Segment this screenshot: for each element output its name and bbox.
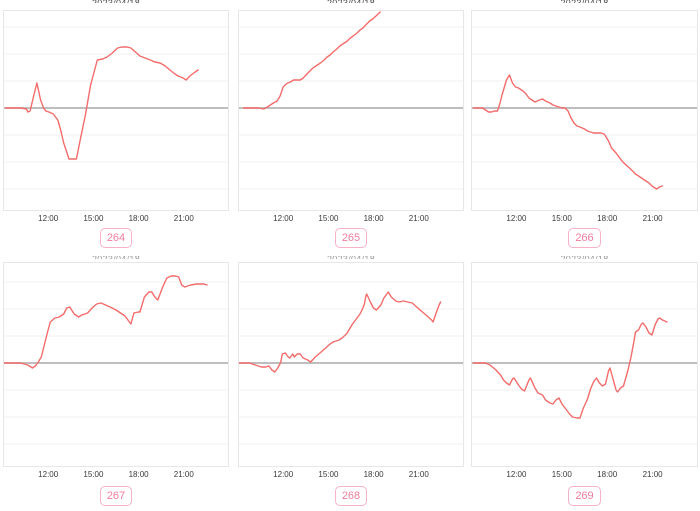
chart-cell-265: 2023/04/18 12:00 15:00 18:00 21:00 265: [238, 0, 464, 255]
chart-title-text: 2023/04/18: [327, 0, 375, 3]
x-axis-ticks: 12:00 15:00 18:00 21:00: [471, 214, 698, 225]
line-chart-svg: [4, 275, 228, 445]
chart-badge-266[interactable]: 266: [568, 228, 601, 248]
x-tick: 15:00: [83, 214, 104, 223]
x-tick: 12:00: [38, 470, 59, 479]
chart-badge-269[interactable]: 269: [568, 486, 601, 506]
line-chart-svg: [239, 11, 463, 190]
badge-row: 269: [471, 486, 698, 506]
chart-badge-265[interactable]: 265: [334, 228, 368, 248]
x-tick: 15:00: [551, 214, 572, 223]
x-tick: 21:00: [642, 470, 663, 479]
chart-title-clipped: 2023/04/18: [238, 256, 464, 259]
badge-row: 268: [238, 486, 464, 506]
x-axis-ticks: 12:00 15:00 18:00 21:00: [238, 214, 464, 225]
x-tick: 15:00: [318, 214, 339, 223]
x-axis-ticks: 12:00 15:00 18:00 21:00: [3, 214, 229, 225]
line-chart-svg: [239, 281, 463, 445]
chart-plot-area-264[interactable]: [3, 10, 229, 211]
chart-title-text: 2023/04/18: [327, 256, 375, 259]
badge-row: 267: [3, 486, 229, 506]
chart-plot-area-266[interactable]: [471, 10, 698, 211]
x-tick: 18:00: [128, 214, 149, 223]
chart-plot-area-265[interactable]: [238, 10, 464, 211]
chart-badge-268[interactable]: 268: [334, 486, 368, 506]
chart-title-clipped: 2023/04/18: [471, 256, 698, 259]
x-tick: 15:00: [83, 470, 104, 479]
chart-title-text: 2023/04/18: [560, 256, 608, 259]
x-tick: 21:00: [173, 214, 194, 223]
chart-plot-area-267[interactable]: [3, 262, 229, 467]
x-tick: 15:00: [551, 470, 572, 479]
chart-title-text: 2023/04/18: [560, 0, 608, 3]
x-tick: 18:00: [597, 214, 618, 223]
chart-title-clipped: 2023/04/18: [471, 0, 698, 3]
x-tick: 12:00: [38, 214, 59, 223]
x-tick: 21:00: [408, 470, 429, 479]
chart-cell-268: 2023/04/18 12:00 15:00 18:00 21:00 268: [238, 255, 464, 511]
x-tick: 12:00: [273, 470, 294, 479]
x-tick: 18:00: [363, 214, 384, 223]
x-tick: 21:00: [173, 470, 194, 479]
x-axis-ticks: 12:00 15:00 18:00 21:00: [471, 470, 698, 481]
x-tick: 12:00: [273, 214, 294, 223]
badge-row: 266: [471, 228, 698, 248]
x-axis-ticks: 12:00 15:00 18:00 21:00: [238, 470, 464, 481]
chart-title-text: 2023/04/18: [92, 0, 140, 3]
chart-cell-266: 2023/04/18 12:00 15:00 18:00 21:00 266: [471, 0, 698, 255]
x-tick: 18:00: [363, 470, 384, 479]
x-axis-ticks: 12:00 15:00 18:00 21:00: [3, 470, 229, 481]
x-tick: 15:00: [318, 470, 339, 479]
x-tick: 12:00: [506, 214, 527, 223]
x-tick: 21:00: [408, 214, 429, 223]
x-tick: 18:00: [128, 470, 149, 479]
chart-title-text: 2023/04/18: [92, 256, 140, 259]
chart-cell-264: 2023/04/18 12:00 15:00 18:00 21:00 264: [3, 0, 229, 255]
chart-badge-264[interactable]: 264: [99, 228, 133, 248]
chart-plot-area-268[interactable]: [238, 262, 464, 467]
chart-badge-267[interactable]: 267: [99, 486, 133, 506]
badge-row: 265: [238, 228, 464, 248]
chart-plot-area-269[interactable]: [471, 262, 698, 467]
x-tick: 18:00: [597, 470, 618, 479]
badge-row: 264: [3, 228, 229, 248]
chart-title-clipped: 2023/04/18: [3, 256, 229, 259]
chart-title-clipped: 2023/04/18: [238, 0, 464, 3]
chart-title-clipped: 2023/04/18: [3, 0, 229, 3]
line-chart-svg: [472, 281, 697, 445]
line-chart-svg: [472, 26, 697, 190]
x-tick: 21:00: [642, 214, 663, 223]
chart-cell-267: 2023/04/18 12:00 15:00 18:00 21:00 267: [3, 255, 229, 511]
line-chart-svg: [4, 26, 228, 190]
x-tick: 12:00: [506, 470, 527, 479]
chart-cell-269: 2023/04/18 12:00 15:00 18:00 21:00 269: [471, 255, 698, 511]
